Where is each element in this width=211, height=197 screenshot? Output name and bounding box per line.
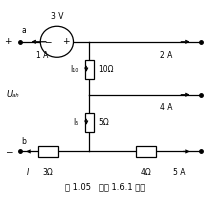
Text: 5 A: 5 A [173,167,186,177]
Bar [85,113,93,132]
Bar [136,146,156,157]
Text: 5Ω: 5Ω [98,118,109,127]
Text: Uₐₕ: Uₐₕ [6,90,19,99]
Text: −: − [4,147,12,156]
Text: 4 A: 4 A [160,102,173,112]
Bar [38,146,58,157]
Text: 3 V: 3 V [51,12,63,21]
Text: 1 A: 1 A [35,51,48,60]
Text: −: − [45,37,52,46]
Text: I: I [26,167,29,177]
Text: +: + [4,37,12,46]
Text: 3Ω: 3Ω [42,167,53,177]
Bar [85,60,93,79]
Text: b: b [22,137,26,146]
Text: I₁₀: I₁₀ [70,65,78,74]
Text: 2 A: 2 A [160,51,172,60]
Text: 图 1.05   习题 1.6.1 的图: 图 1.05 习题 1.6.1 的图 [65,182,146,191]
Text: 4Ω: 4Ω [141,167,151,177]
Text: a: a [22,26,26,35]
Text: 10Ω: 10Ω [98,65,114,74]
Text: +: + [62,37,69,46]
Text: I₅: I₅ [73,118,78,127]
Circle shape [40,26,73,57]
